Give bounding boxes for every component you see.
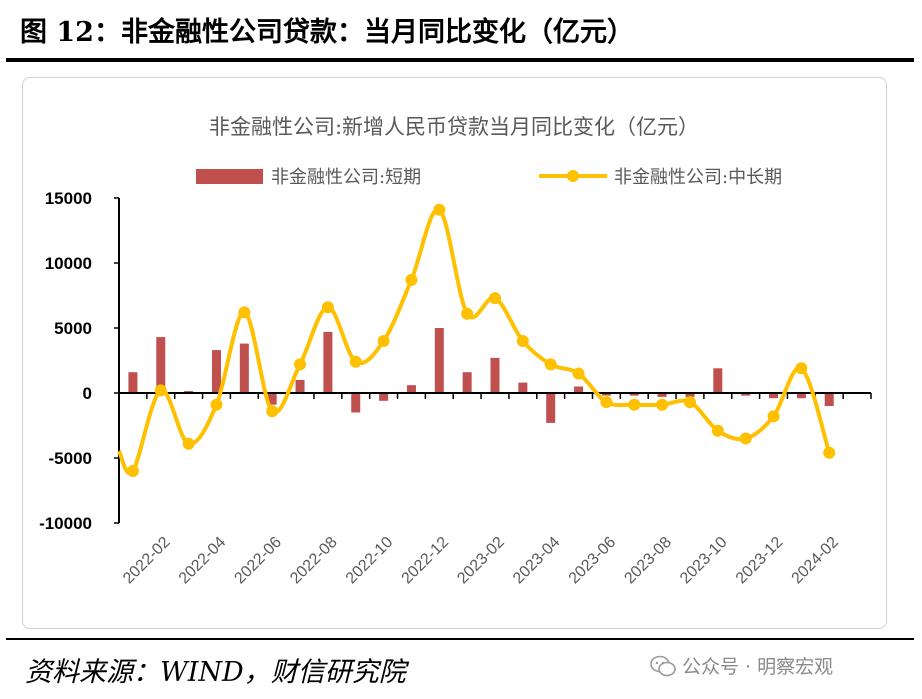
figure-title: 图 12：非金融性公司贷款：当月同比变化（亿元） (20, 17, 634, 48)
bar-short-term (267, 393, 277, 405)
x-tick-label: 2023-02 (454, 534, 508, 588)
x-tick-label: 2022-02 (120, 534, 174, 588)
bar-short-term (546, 393, 556, 423)
x-tick-label: 2023-12 (733, 534, 787, 588)
point-long-term (405, 273, 418, 286)
point-long-term (489, 292, 501, 305)
x-tick-label: 2023-04 (510, 534, 564, 588)
line-series (117, 203, 836, 477)
point-long-term (210, 398, 223, 411)
point-long-term (377, 335, 390, 347)
point-long-term (433, 203, 446, 216)
bar-short-term (824, 393, 834, 406)
point-long-term (600, 396, 613, 409)
y-tick-label: 5000 (54, 319, 92, 338)
y-tick-label: -5000 (49, 449, 92, 468)
y-axis-labels: 15000 10000 5000 0 -5000 -10000 (39, 189, 92, 533)
chart-container: 非金融性公司:新增人民币贷款当月同比变化（亿元） 非金融性公司:短期 非金融性公… (22, 77, 887, 629)
source-note: 资料来源：WIND，财信研究院 (25, 657, 406, 688)
point-long-term (823, 446, 836, 459)
top-rule (6, 58, 914, 62)
bar-short-term (406, 385, 416, 393)
bars (128, 328, 834, 423)
bar-short-term (518, 382, 528, 393)
x-tick-label: 2022-04 (176, 534, 230, 588)
legend: 非金融性公司:短期 非金融性公司:中长期 (196, 167, 782, 188)
axes (114, 197, 872, 524)
bar-short-term (323, 331, 333, 393)
point-long-term (461, 307, 474, 320)
x-tick-label: 2022-10 (343, 534, 397, 588)
bar-short-term (685, 393, 695, 397)
x-tick-label: 2022-06 (231, 534, 285, 588)
x-tick-label: 2024-02 (789, 534, 843, 588)
bar-short-term (796, 393, 806, 399)
bar-short-term (713, 368, 723, 393)
watermark-text: 公众号 · 明察宏观 (682, 656, 834, 678)
legend-bar-swatch (196, 169, 263, 184)
x-tick-label: 2023-06 (566, 534, 620, 588)
point-long-term (126, 465, 139, 477)
x-axis-labels: 2022-02 2022-04 2022-06 2022-08 2022-10 2022-… (120, 534, 842, 588)
point-long-term (182, 437, 195, 450)
watermark: 公众号 · 明察宏观 (650, 652, 833, 679)
bar-short-term (434, 328, 444, 393)
point-long-term (795, 362, 808, 375)
x-tick-label: 2022-08 (287, 534, 341, 588)
point-long-term (516, 335, 529, 347)
y-tick-label: -10000 (39, 514, 92, 533)
point-long-term (683, 396, 696, 409)
bar-short-term (239, 343, 249, 393)
y-tick-label: 0 (83, 384, 92, 403)
point-long-term (266, 405, 279, 418)
bar-short-term (351, 393, 361, 413)
bar-short-term (211, 350, 221, 393)
bar-short-term (629, 393, 639, 396)
line-long-term (117, 207, 832, 476)
x-tick-label: 2023-08 (621, 534, 675, 588)
bar-short-term (490, 357, 500, 393)
legend-label-short-term: 非金融性公司:短期 (271, 167, 421, 188)
point-long-term (238, 306, 251, 319)
point-long-term (628, 398, 641, 411)
point-long-term (711, 424, 724, 437)
point-long-term (739, 432, 752, 445)
bar-short-term (156, 337, 166, 393)
chart-title: 非金融性公司:新增人民币贷款当月同比变化（亿元） (209, 115, 699, 139)
bar-short-term (462, 372, 472, 393)
point-long-term (349, 355, 362, 368)
point-long-term (544, 358, 557, 371)
bar-short-term (769, 393, 779, 399)
point-long-term (294, 358, 307, 371)
y-tick-label: 15000 (45, 189, 92, 208)
bar-short-term (128, 372, 138, 393)
legend-line-marker (567, 170, 579, 182)
bar-short-term (601, 393, 611, 396)
point-long-term (656, 398, 669, 411)
point-long-term (767, 410, 780, 423)
chart-svg: 非金融性公司:新增人民币贷款当月同比变化（亿元） 非金融性公司:短期 非金融性公… (39, 115, 872, 588)
bar-short-term (295, 380, 305, 393)
legend-label-long-term: 非金融性公司:中长期 (614, 167, 782, 188)
wechat-icon (650, 655, 676, 676)
bar-short-term (657, 393, 667, 397)
x-tick-label: 2022-12 (399, 534, 453, 588)
bar-short-term (741, 393, 751, 396)
point-long-term (321, 301, 334, 314)
bar-short-term (574, 386, 584, 393)
point-long-term (572, 367, 585, 380)
bar-short-term (379, 393, 389, 401)
x-tick-label: 2023-10 (677, 534, 731, 588)
bottom-rule (6, 638, 914, 640)
y-tick-label: 10000 (45, 254, 92, 273)
point-long-term (154, 384, 167, 397)
